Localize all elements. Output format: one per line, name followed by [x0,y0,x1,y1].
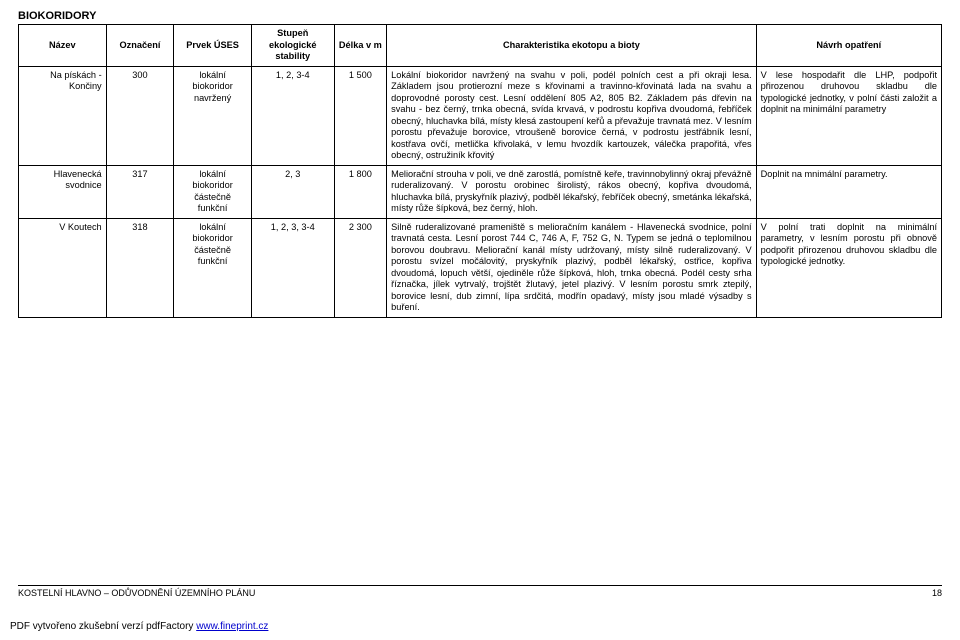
col-nazev: Název [19,25,107,67]
cell-delka: 2 300 [334,218,387,317]
cell-delka: 1 800 [334,165,387,218]
col-oznaceni: Označení [106,25,174,67]
cell-oznaceni: 318 [106,218,174,317]
pdf-credit: PDF vytvořeno zkušební verzí pdfFactory … [10,621,268,632]
cell-stupen: 2, 3 [251,165,334,218]
footer-doc-title: KOSTELNÍ HLAVNO – ODŮVODNĚNÍ ÚZEMNÍHO PL… [18,588,255,598]
cell-oznaceni: 300 [106,66,174,165]
col-stupen: Stupeň ekologické stability [251,25,334,67]
col-char: Charakteristika ekotopu a bioty [387,25,756,67]
section-title: BIOKORIDORY [18,10,942,22]
pdf-credit-prefix: PDF vytvořeno zkušební verzí pdfFactory [10,621,196,632]
cell-char: Silně ruderalizované prameniště s melior… [387,218,756,317]
table-row: Na pískách - Končiny 300 lokální biokori… [19,66,942,165]
cell-stupen: 1, 2, 3-4 [251,66,334,165]
col-prvek: Prvek ÚSES [174,25,252,67]
cell-navrh: V lese hospodařit dle LHP, podpořit přir… [756,66,941,165]
cell-oznaceni: 317 [106,165,174,218]
cell-nazev: Na pískách - Končiny [19,66,107,165]
cell-prvek: lokální biokoridor částečně funkční [174,218,252,317]
cell-navrh: Doplnit na mnimální parametry. [756,165,941,218]
cell-char: Lokální biokoridor navržený na svahu v p… [387,66,756,165]
footer-page-number: 18 [932,588,942,598]
cell-prvek: lokální biokoridor částečně funkční [174,165,252,218]
page-footer: KOSTELNÍ HLAVNO – ODŮVODNĚNÍ ÚZEMNÍHO PL… [18,585,942,598]
table-header-row: Název Označení Prvek ÚSES Stupeň ekologi… [19,25,942,67]
table-row: Hlavenecká svodnice 317 lokální biokorid… [19,165,942,218]
biokoridory-table: Název Označení Prvek ÚSES Stupeň ekologi… [18,24,942,318]
col-navrh: Návrh opatření [756,25,941,67]
cell-nazev: V Koutech [19,218,107,317]
cell-navrh: V polní trati doplnit na minimální param… [756,218,941,317]
cell-delka: 1 500 [334,66,387,165]
cell-stupen: 1, 2, 3, 3-4 [251,218,334,317]
table-row: V Koutech 318 lokální biokoridor částečn… [19,218,942,317]
cell-nazev: Hlavenecká svodnice [19,165,107,218]
col-delka: Délka v m [334,25,387,67]
cell-prvek: lokální biokoridor navržený [174,66,252,165]
pdf-credit-link[interactable]: www.fineprint.cz [196,621,268,632]
cell-char: Meliorační strouha v poli, ve dně zarost… [387,165,756,218]
